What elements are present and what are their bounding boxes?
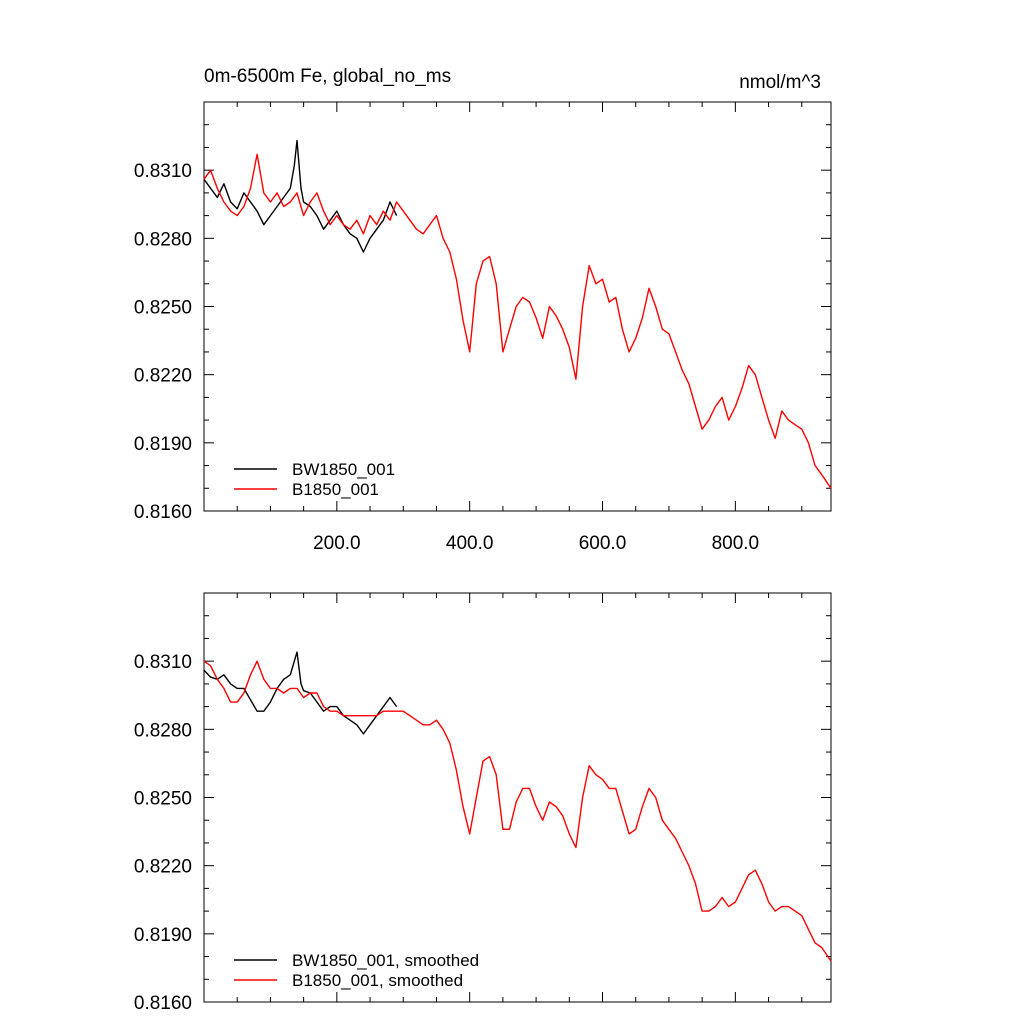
y-tick-label: 0.8310 — [134, 652, 192, 673]
top-panel: 0.8160 0.8190 0.8220 0.8250 0.8280 0.8310 200.… — [134, 66, 832, 554]
x-tick-label: 800.0 — [712, 533, 760, 554]
units-label: nmol/m^3 — [739, 72, 821, 93]
series-line-black — [203, 139, 398, 253]
y-tick-label: 0.8160 — [134, 502, 192, 523]
y-tick-label: 0.8310 — [134, 161, 192, 182]
y-tick-label: 0.8190 — [134, 434, 192, 455]
series-line-red — [203, 660, 832, 962]
legend-label: BW1850_001 — [292, 460, 395, 479]
y-tick-label: 0.8280 — [134, 720, 192, 741]
bottom-panel: 0.8160 0.8190 0.8220 0.8250 0.8280 0.8310 BW18… — [134, 592, 832, 1014]
chart-title: 0m-6500m Fe, global_no_ms — [204, 66, 451, 87]
plot-frame — [203, 592, 832, 1003]
y-tick-label: 0.8190 — [134, 925, 192, 946]
plot-frame — [203, 101, 832, 512]
x-tick-label: 600.0 — [579, 533, 627, 554]
y-tick-label: 0.8220 — [134, 366, 192, 387]
legend-label: BW1850_001, smoothed — [292, 951, 479, 970]
y-tick-label: 0.8160 — [134, 993, 192, 1014]
series-line-red — [203, 153, 832, 489]
x-tick-label: 200.0 — [313, 533, 361, 554]
y-tick-label: 0.8250 — [134, 789, 192, 810]
x-tick-label: 400.0 — [446, 533, 494, 554]
legend-label: B1850_001 — [292, 480, 379, 499]
y-tick-label: 0.8220 — [134, 857, 192, 878]
y-tick-label: 0.8250 — [134, 298, 192, 319]
legend-label: B1850_001, smoothed — [292, 971, 463, 990]
series-line-black — [203, 651, 398, 735]
y-tick-label: 0.8280 — [134, 229, 192, 250]
